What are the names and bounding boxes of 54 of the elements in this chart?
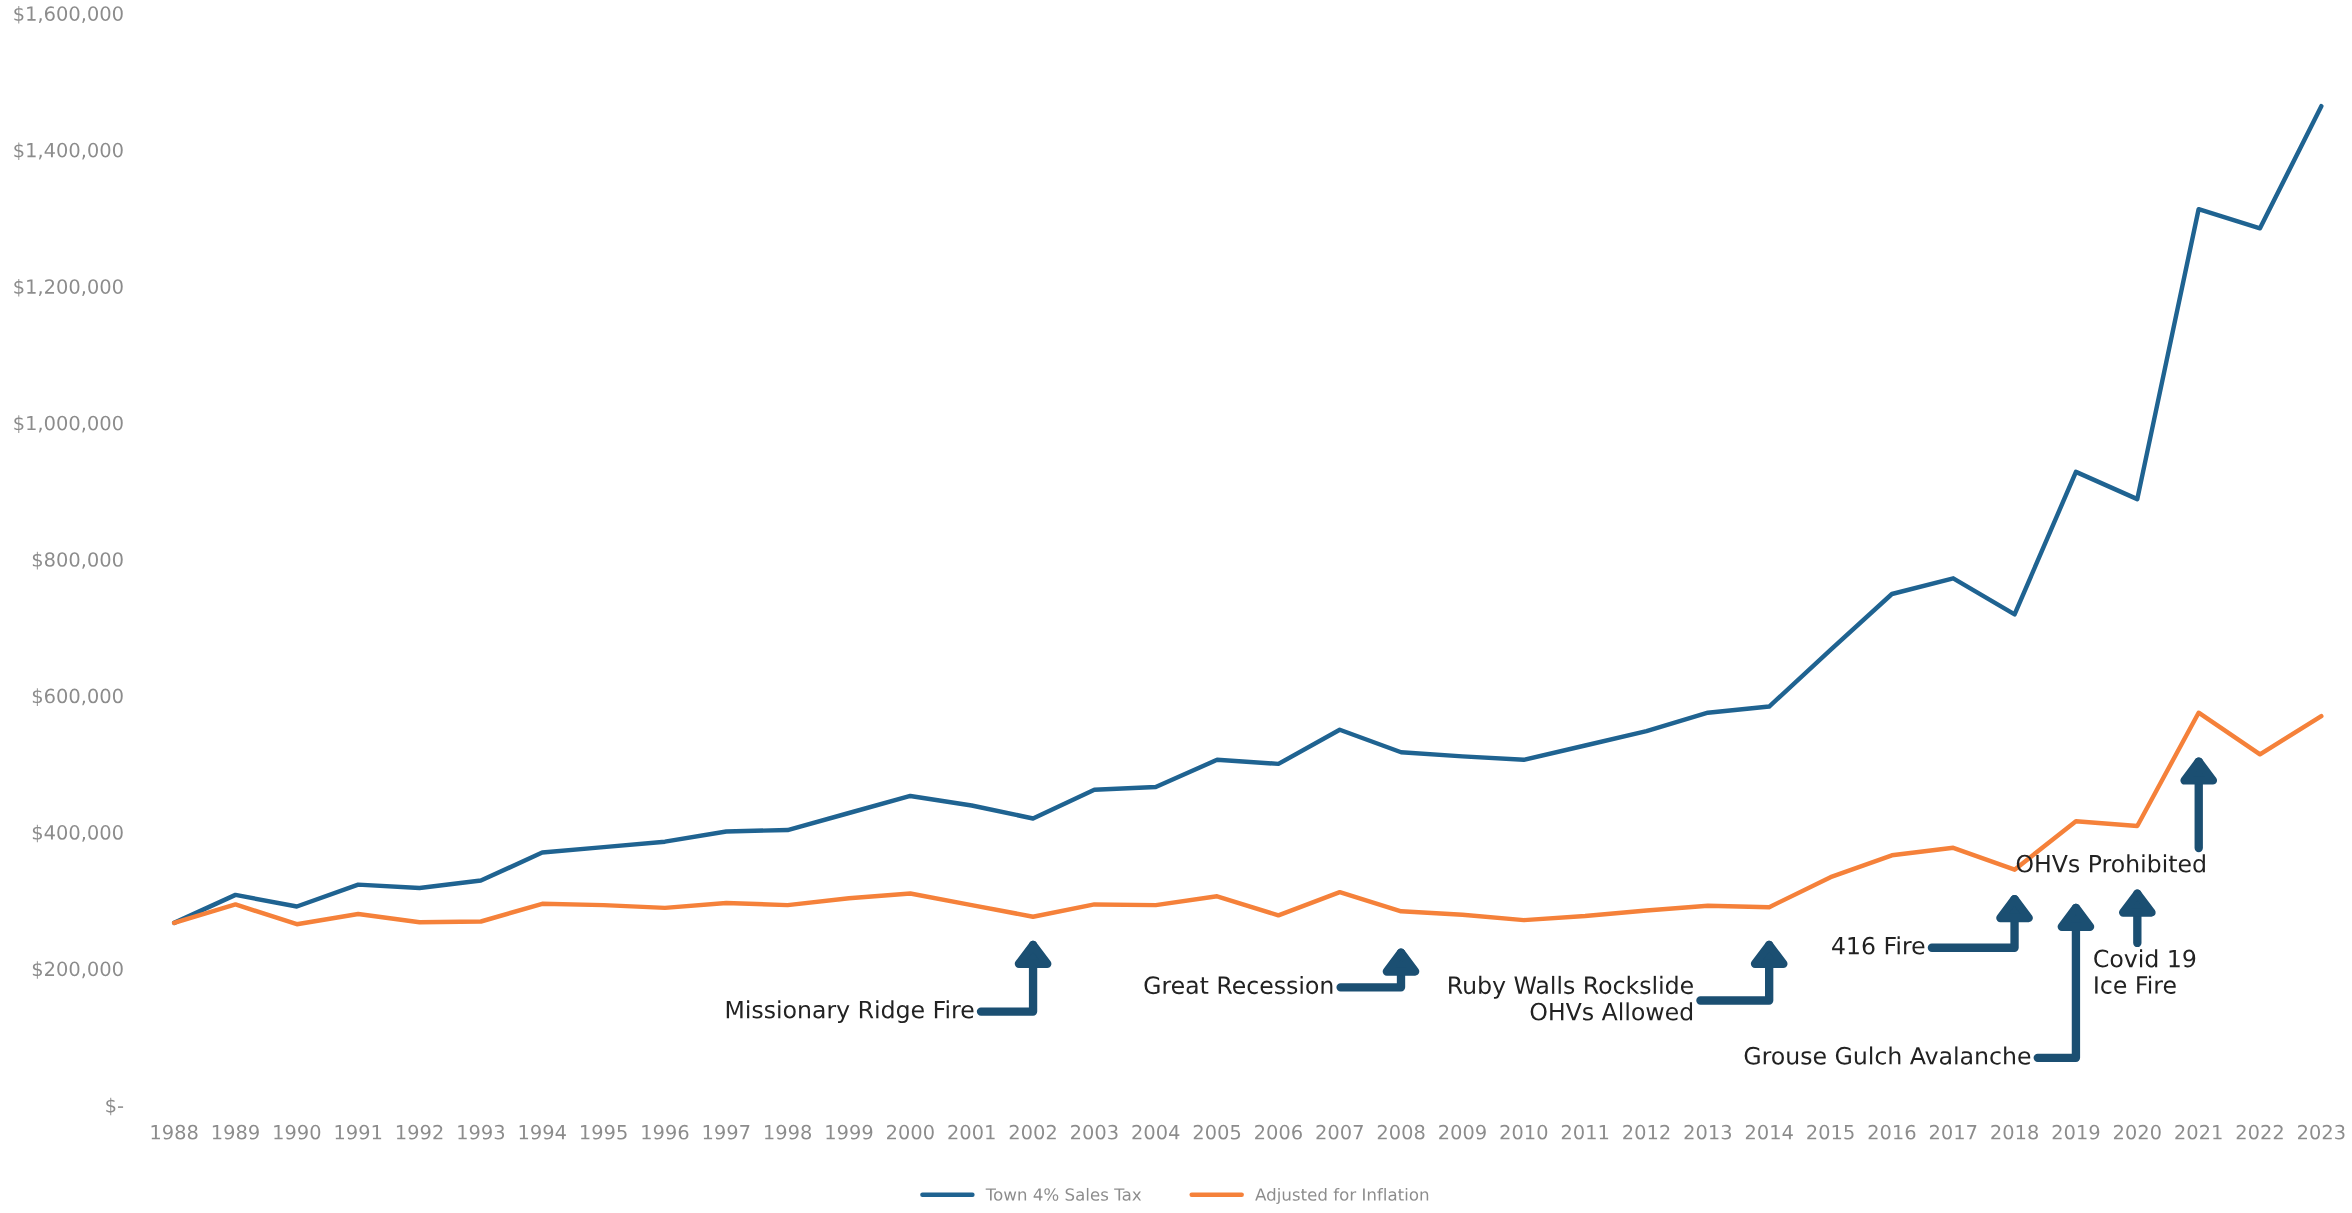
x-tick-label: 2019 xyxy=(2052,1124,2100,1140)
y-tick-label: $800,000 xyxy=(32,551,123,570)
line-series xyxy=(171,710,2324,927)
x-tick-label: 2008 xyxy=(1377,1124,1425,1140)
x-tick-label: 2016 xyxy=(1868,1124,1916,1140)
x-tick-label: 2003 xyxy=(1071,1124,1118,1140)
x-tick-label: 2006 xyxy=(1255,1124,1302,1140)
y-tick-label: $1,000,000 xyxy=(14,415,123,433)
x-tick-label: 2023 xyxy=(2298,1124,2345,1140)
annotation: 416 Fire xyxy=(1832,936,1925,955)
x-tick-label: 2005 xyxy=(1193,1124,1241,1140)
y-tick-label: $1,600,000 xyxy=(14,5,123,24)
y-tick-label: $1,400,000 xyxy=(14,142,123,161)
x-tick-label: 2014 xyxy=(1745,1124,1793,1140)
x-tick-label: 2013 xyxy=(1684,1124,1732,1140)
x-tick-label: 2021 xyxy=(2175,1124,2222,1140)
annotation: Covid 19 Ice Fire xyxy=(2094,949,2196,994)
annotation: Ruby Walls Rockslide OHVs Allowed xyxy=(1449,975,1693,1021)
legend-label: Town 4% Sales Tax xyxy=(985,1187,1142,1201)
x-tick-label: 1996 xyxy=(642,1124,689,1140)
x-tick-label: 2010 xyxy=(1500,1124,1548,1140)
x-tick-label: 2015 xyxy=(1807,1124,1854,1140)
x-tick-label: 2012 xyxy=(1623,1124,1670,1140)
x-tick-label: 2009 xyxy=(1439,1124,1486,1140)
x-tick-label: 1992 xyxy=(396,1124,443,1140)
x-tick-label: 1991 xyxy=(335,1124,382,1140)
legend-label: Adjusted for Inflation xyxy=(1255,1187,1429,1205)
annotation: Grouse Gulch Avalanche xyxy=(1744,1046,2031,1065)
y-tick-label: $200,000 xyxy=(32,961,123,979)
x-tick-label: 2022 xyxy=(2236,1124,2283,1140)
x-tick-label: 2017 xyxy=(1929,1124,1977,1140)
y-tick-label: $1,200,000 xyxy=(14,278,123,297)
x-tick-label: 2011 xyxy=(1561,1124,1609,1140)
x-tick-label: 1994 xyxy=(519,1124,566,1140)
x-tick-label: 2000 xyxy=(887,1124,934,1140)
x-tick-label: 2007 xyxy=(1316,1124,1363,1140)
x-tick-label: 2018 xyxy=(1991,1124,2038,1140)
x-tick-label: 2020 xyxy=(2113,1124,2161,1140)
y-tick-label: $600,000 xyxy=(32,688,123,706)
x-tick-label: 1989 xyxy=(212,1124,259,1140)
y-tick-label: $- xyxy=(106,1097,124,1116)
x-tick-label: 1998 xyxy=(765,1124,812,1140)
annotation: Missionary Ridge Fire xyxy=(726,1000,974,1024)
y-tick-label: $400,000 xyxy=(32,824,123,843)
x-tick-label: 1993 xyxy=(458,1124,505,1140)
x-tick-label: 1988 xyxy=(151,1124,198,1140)
x-tick-label: 2001 xyxy=(948,1124,995,1140)
x-tick-label: 2004 xyxy=(1132,1124,1180,1140)
x-tick-label: 1990 xyxy=(274,1124,321,1140)
x-tick-label: 1999 xyxy=(826,1124,873,1140)
annotation: Great Recession xyxy=(1144,975,1333,995)
x-tick-label: 1997 xyxy=(703,1124,750,1140)
x-tick-label: 1995 xyxy=(580,1124,627,1140)
x-tick-label: 2002 xyxy=(1009,1124,1056,1140)
